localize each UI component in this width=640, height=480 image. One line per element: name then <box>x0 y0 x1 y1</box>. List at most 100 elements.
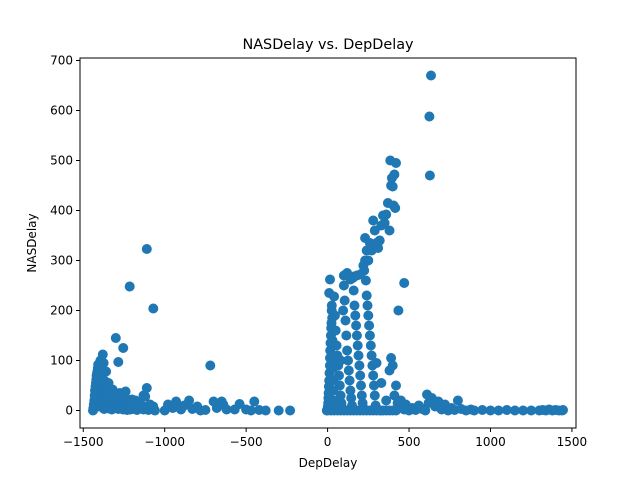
x-axis: −1500 −1000 −500 0 500 1000 1500 <box>63 428 587 449</box>
data-point <box>110 333 121 343</box>
data-point <box>338 280 349 291</box>
data-point <box>363 310 374 321</box>
data-point <box>345 385 356 396</box>
data-point <box>138 390 149 401</box>
x-tick-label: 1500 <box>557 435 588 449</box>
y-tick-label: 0 <box>65 404 73 418</box>
data-point <box>354 360 365 371</box>
data-point <box>364 330 375 341</box>
data-point <box>363 255 374 266</box>
data-point <box>348 285 359 296</box>
data-point <box>379 218 390 228</box>
y-tick-label: 400 <box>50 204 73 218</box>
data-point <box>329 291 340 302</box>
data-point <box>368 215 379 226</box>
data-point <box>362 300 373 311</box>
data-point <box>342 345 353 356</box>
data-point <box>368 370 379 381</box>
data-point <box>391 380 401 391</box>
data-point <box>246 405 256 416</box>
data-point <box>424 170 435 181</box>
data-point <box>329 310 340 321</box>
data-point <box>356 390 367 401</box>
data-point <box>171 396 182 407</box>
data-point <box>184 395 195 406</box>
y-axis: 0 100 200 300 400 500 600 700 <box>50 54 80 418</box>
data-point <box>340 315 351 326</box>
data-point <box>149 405 160 416</box>
x-tick-label: 0 <box>324 435 332 449</box>
data-point <box>374 235 385 246</box>
data-point <box>390 203 401 213</box>
data-point <box>335 390 346 401</box>
data-point <box>120 386 131 397</box>
data-point <box>325 274 335 285</box>
x-tick-label: −1000 <box>144 435 185 449</box>
data-point <box>343 355 353 366</box>
data-point <box>285 405 296 416</box>
data-point <box>509 405 520 416</box>
data-point <box>339 295 350 306</box>
data-point <box>493 405 504 416</box>
data-point <box>518 405 529 416</box>
data-point <box>334 380 345 391</box>
data-point <box>326 300 337 311</box>
data-point <box>364 320 375 331</box>
data-point <box>393 305 404 316</box>
data-point <box>101 366 112 377</box>
data-point <box>420 405 431 416</box>
data-point <box>95 355 106 366</box>
data-point <box>526 405 537 416</box>
data-point <box>200 405 211 415</box>
data-point <box>366 350 377 361</box>
data-point <box>356 380 366 391</box>
data-point <box>424 111 435 122</box>
data-point <box>355 269 366 280</box>
y-tick-label: 600 <box>50 104 73 118</box>
data-point <box>141 383 152 393</box>
data-point <box>386 353 397 363</box>
data-point <box>485 405 496 416</box>
chart-title: NASDelay vs. DepDelay <box>242 37 414 53</box>
data-point <box>469 405 480 416</box>
data-point <box>349 300 360 311</box>
data-point <box>338 305 349 316</box>
data-point <box>350 310 361 321</box>
data-point <box>426 70 436 81</box>
data-point <box>346 393 357 403</box>
data-point <box>387 360 398 371</box>
data-point <box>330 325 341 336</box>
data-point <box>334 370 344 381</box>
data-point <box>371 358 382 368</box>
data-point <box>361 290 372 301</box>
data-point <box>353 350 364 361</box>
data-points <box>88 70 568 416</box>
data-point <box>331 340 342 351</box>
x-tick-label: 500 <box>398 435 421 449</box>
y-axis-label: NASDelay <box>25 213 39 272</box>
data-point <box>558 405 568 415</box>
y-tick-label: 300 <box>50 254 73 268</box>
data-point <box>344 375 355 386</box>
data-point <box>381 395 392 406</box>
x-axis-label: DepDelay <box>299 456 358 470</box>
data-point <box>365 340 376 351</box>
data-point <box>148 303 159 314</box>
data-point <box>376 378 387 388</box>
data-point <box>205 360 216 371</box>
x-tick-label: −1500 <box>63 435 104 449</box>
x-tick-label: 1000 <box>475 435 506 449</box>
data-point <box>351 330 362 341</box>
data-point <box>384 225 395 236</box>
data-point <box>381 209 392 220</box>
data-point <box>477 405 488 415</box>
data-point <box>113 357 124 367</box>
y-tick-label: 100 <box>50 354 73 368</box>
data-point <box>335 355 346 366</box>
data-point <box>221 404 232 415</box>
data-point <box>343 365 354 376</box>
data-point <box>273 405 284 416</box>
data-point <box>391 158 401 168</box>
data-point <box>107 384 118 395</box>
